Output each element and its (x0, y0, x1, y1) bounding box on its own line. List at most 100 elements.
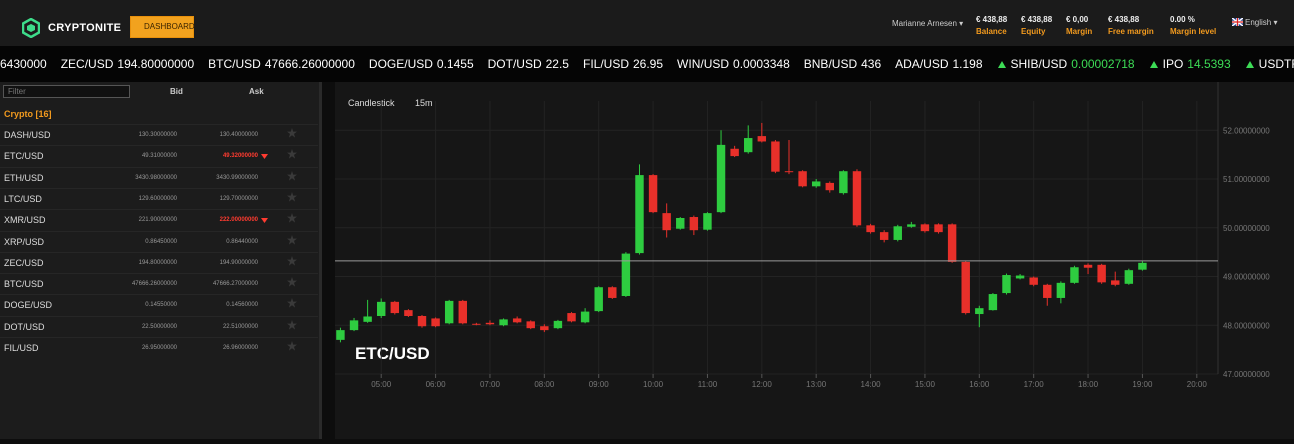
candle-body (893, 226, 902, 240)
candle-body (934, 224, 943, 233)
star-shape (287, 319, 297, 330)
header: CRYPTONITE DASHBOARD Marianne Arnesen ▾ … (0, 0, 1294, 46)
watchlist-row[interactable]: DOGE/USD 0.14550000 0.14560000 (0, 294, 318, 315)
favorite-star[interactable] (287, 277, 297, 287)
chart-symbol: ETC/USD (355, 344, 430, 363)
ticker-symbol: DOGE/USD (368, 57, 433, 71)
ticker-item: BNB/USD 436 (804, 57, 881, 71)
x-tick-label: 05:00 (371, 380, 392, 389)
favorite-star[interactable] (287, 341, 297, 351)
symbol: LTC/USD (4, 193, 42, 204)
star-shape (287, 298, 297, 308)
x-tick-label: 09:00 (589, 380, 610, 389)
account-stat: € 438,88 Equity (1021, 15, 1052, 36)
watchlist-row[interactable]: BTC/USD 47666.26000000 47666.27000000 (0, 273, 318, 294)
bid: 221.90000000 (138, 217, 177, 224)
x-tick-label: 08:00 (534, 380, 555, 389)
down-arrow (261, 154, 268, 160)
candle-body (1043, 284, 1052, 298)
x-tick-label: 06:00 (426, 380, 447, 389)
y-tick-label: 51.00000000 (1223, 175, 1270, 184)
candle-body (1111, 280, 1120, 285)
star-shape (287, 255, 297, 266)
language-menu[interactable]: English ▾ (1245, 18, 1278, 27)
watchlist-row[interactable]: ZEC/USD 194.80000000 194.90000000 (0, 251, 318, 273)
ask: 129.70000000 (219, 195, 258, 202)
watchlist-row[interactable]: XRP/USD 0.86450000 0.86440000 (0, 230, 318, 252)
favorite-star[interactable] (287, 213, 297, 223)
favorite-star[interactable] (287, 191, 297, 202)
language: English (1245, 18, 1272, 27)
ask: 0.14560000 (226, 302, 258, 309)
candle-body (798, 171, 807, 187)
watchlist-row[interactable]: DOT/USD 22.50000000 22.51000000 (0, 315, 318, 337)
candle-body (689, 217, 699, 231)
symbol: DASH/USD (4, 130, 51, 140)
up-arrow (1149, 61, 1158, 68)
favorite-star[interactable] (287, 149, 297, 159)
ticker-price: 0.00002718 (1071, 57, 1135, 71)
ask-header: Ask (249, 87, 264, 96)
candle-body (1083, 264, 1093, 268)
bid: 0.86450000 (145, 238, 177, 245)
bid: 0.14550000 (145, 302, 177, 309)
x-tick-label: 16:00 (969, 380, 990, 389)
candle-body (580, 311, 590, 323)
watchlist-row[interactable]: XMR/USD 221.90000000 222.00000000 (0, 209, 318, 230)
candle-body (377, 301, 386, 316)
star-shape (287, 213, 297, 223)
user-menu[interactable]: Marianne Arnesen ▾ (892, 19, 964, 28)
x-tick-label: 15:00 (915, 380, 936, 389)
ticker-symbol: FIL/USD (582, 57, 629, 71)
ask: 22.51000000 (222, 323, 258, 330)
candle-body (907, 224, 916, 227)
candle-body (744, 138, 753, 153)
favorite-star[interactable] (287, 128, 297, 138)
candle-body (1002, 275, 1011, 294)
star-shape (287, 128, 297, 138)
favorite-star[interactable] (287, 234, 297, 245)
dashboard-button[interactable]: DASHBOARD (130, 16, 195, 38)
candle-body (825, 182, 834, 191)
favorite-star[interactable] (287, 170, 297, 181)
candle-body (716, 144, 726, 213)
candle-body (444, 300, 454, 324)
y-tick-label: 49.00000000 (1223, 273, 1270, 282)
candle-body (879, 232, 889, 240)
favorite-star[interactable] (287, 319, 297, 330)
candle-body (608, 287, 617, 298)
watchlist-row[interactable]: ETH/USD 3430.98000000 3430.99000000 (0, 166, 318, 188)
symbol: DOT/USD (4, 321, 45, 332)
bid: 26.95000000 (141, 345, 177, 351)
scrollbar[interactable] (319, 82, 322, 439)
ticker-price: 194.80000000 (117, 57, 195, 71)
x-tick-label: 13:00 (806, 380, 827, 389)
account-stat: 0.00 % Margin level (1170, 15, 1216, 36)
favorite-star[interactable] (287, 255, 297, 266)
star-shape (287, 277, 297, 287)
watchlist-row[interactable]: LTC/USD 129.60000000 129.70000000 (0, 187, 318, 209)
interval-tab[interactable]: 15m (415, 98, 433, 108)
filter-input[interactable]: Filter (3, 85, 130, 98)
favorite-star[interactable] (287, 298, 297, 308)
arrow (1245, 61, 1254, 68)
candle-body (1138, 262, 1147, 270)
chart-tab[interactable]: Candlestick (348, 98, 395, 108)
watchlist-row[interactable]: FIL/USD 26.95000000 26.96000000 (0, 337, 318, 358)
ticker-price: 26.95 (633, 57, 664, 71)
star-shape (287, 341, 297, 351)
candle-body (852, 171, 862, 226)
candle-body (771, 141, 780, 172)
ticker-item: USDTRY14.8337 (1245, 57, 1294, 71)
y-tick-label: 48.00000000 (1223, 321, 1270, 330)
watchlist-row[interactable]: ETC/USD 49.31000000 49.32000000 (0, 145, 318, 166)
symbol: XMR/USD (4, 215, 46, 226)
watchlist-row[interactable]: DASH/USD 130.30000000 130.40000000 (0, 124, 318, 145)
stat-label: Margin (1066, 27, 1093, 36)
ticker-item: 6430000 (0, 57, 47, 71)
stat-label: Equity (1021, 27, 1046, 36)
y-tick-label: 52.00000000 (1223, 126, 1270, 135)
chart-panel: Candlestick 15m ETC/USD 47.00000000 48.00… (335, 82, 1294, 439)
up-arrow (1245, 61, 1254, 68)
candle-body (988, 294, 998, 311)
